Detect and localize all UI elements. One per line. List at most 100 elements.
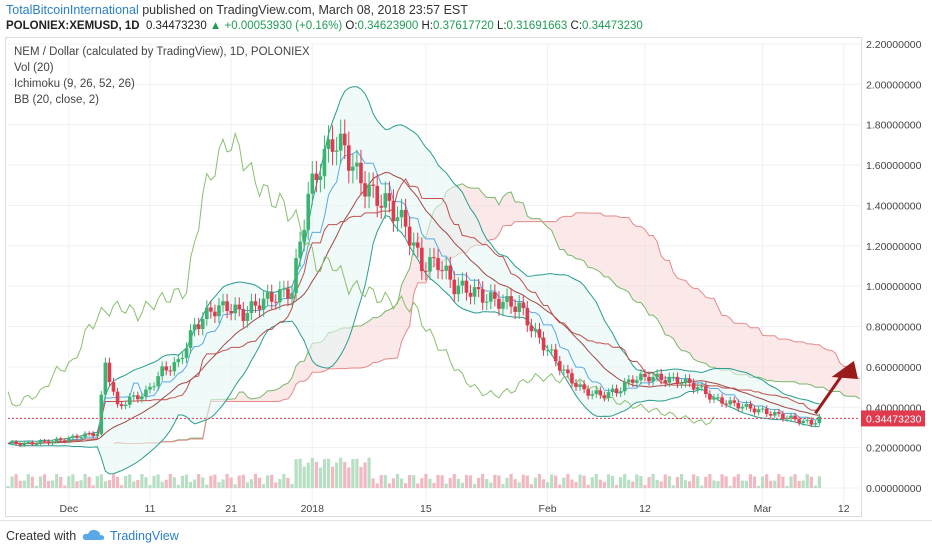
volume-bar (558, 484, 562, 488)
volume-bar (79, 480, 83, 488)
candle-body (720, 397, 724, 404)
candle-body (355, 162, 359, 167)
candle-body (764, 408, 769, 415)
volume-bar (627, 479, 631, 488)
price-chart[interactable]: 2.20000000 2.00000000 1.80000000 1.60000000… (0, 0, 932, 520)
volume-bar (262, 484, 266, 488)
y-tick-label: 0.60000000 (866, 362, 922, 374)
candle-body (420, 247, 424, 272)
open-value: 0.34623900 (357, 20, 419, 32)
candle-body (30, 442, 35, 445)
volume-bar (797, 480, 801, 488)
candle-body (537, 329, 542, 338)
candle-body (582, 384, 586, 390)
candle-body (338, 133, 343, 151)
volume-bar (590, 477, 594, 488)
candle-body (497, 298, 501, 309)
candle-body (54, 438, 59, 442)
volume-bar (75, 481, 79, 488)
candle-body (46, 441, 51, 444)
candle-body (95, 434, 100, 436)
volume-bar (744, 480, 748, 488)
chart-panel[interactable] (5, 37, 862, 517)
candle-body (10, 441, 14, 444)
candle-body (752, 408, 757, 413)
volume-bar (188, 481, 193, 488)
candle-body (326, 139, 331, 149)
volume-bar (606, 474, 611, 488)
volume-bar (785, 485, 789, 488)
volume-bar (602, 481, 606, 488)
candle-body (545, 350, 550, 352)
candle-body (306, 193, 311, 230)
y-tick-label: 0.00000000 (866, 483, 922, 495)
candle-body (399, 209, 404, 218)
candle-body (229, 311, 233, 314)
candle-body (460, 280, 465, 286)
volume-bar (712, 480, 716, 488)
kijun-sen (7, 177, 820, 445)
volume-bar (756, 485, 761, 488)
volume-bar (452, 473, 456, 488)
candle-body (570, 373, 574, 384)
candle-body (529, 325, 534, 332)
candle-body (578, 384, 582, 387)
volume-bar (233, 484, 237, 488)
x-tick-label: Dec (60, 503, 79, 515)
candle-body (188, 330, 193, 348)
candle-body (708, 394, 712, 400)
candle-body (675, 376, 680, 384)
candle-body (489, 292, 493, 302)
volume-bar (18, 480, 22, 488)
candle-body (760, 408, 765, 410)
volume-bar (330, 466, 335, 488)
candle-body (164, 366, 169, 371)
tenkan-sen (7, 150, 820, 445)
candle-body (221, 301, 225, 306)
y-tick-label: 1.20000000 (866, 241, 922, 253)
volume-bar (456, 478, 460, 488)
high-value: 0.37617720 (432, 20, 494, 32)
y-tick-label: 1.40000000 (866, 200, 922, 212)
volume-bar (229, 477, 233, 488)
volume-bar (533, 477, 538, 488)
candle-body (553, 349, 558, 362)
volume-bar (509, 473, 513, 488)
volume-bar (420, 478, 424, 488)
volume-bar (513, 479, 517, 488)
candle-body (724, 403, 728, 405)
volume-bar (781, 476, 785, 488)
candle-body (411, 242, 416, 246)
x-tick-label: Feb (539, 503, 557, 515)
y-tick-label: 2.00000000 (866, 79, 922, 91)
publish-header: TotalBitcoinInternational published on T… (6, 3, 468, 17)
legend-volume: Vol (20) (14, 62, 54, 74)
candle-body (127, 396, 132, 405)
candle-body (217, 305, 221, 317)
tradingview-link[interactable]: TradingView (110, 529, 179, 543)
volume-bar (379, 475, 383, 488)
candle-body (156, 376, 160, 387)
publisher-link[interactable]: TotalBitcoinInternational (6, 3, 139, 17)
candle-body (501, 301, 505, 309)
candle-body (115, 391, 120, 405)
candle-body (667, 376, 672, 383)
candle-body (683, 378, 688, 384)
volume-bar (610, 475, 615, 488)
candle-body (282, 288, 286, 290)
candle-body (87, 433, 91, 435)
volume-bar (716, 481, 720, 488)
candle-body (586, 389, 590, 396)
volume-bar (34, 485, 38, 488)
candle-body (525, 308, 530, 326)
candle-body (91, 433, 95, 436)
candle-body (273, 301, 278, 303)
volume-bar (444, 483, 448, 488)
volume-bar (286, 477, 290, 488)
candle-body (622, 382, 627, 392)
up-arrow-icon: ▲ (209, 20, 222, 32)
candle-body (602, 395, 607, 398)
last-price-tag-label: 0.34473230 (866, 413, 922, 425)
candle-body (436, 258, 440, 271)
volume-bar (700, 485, 704, 488)
